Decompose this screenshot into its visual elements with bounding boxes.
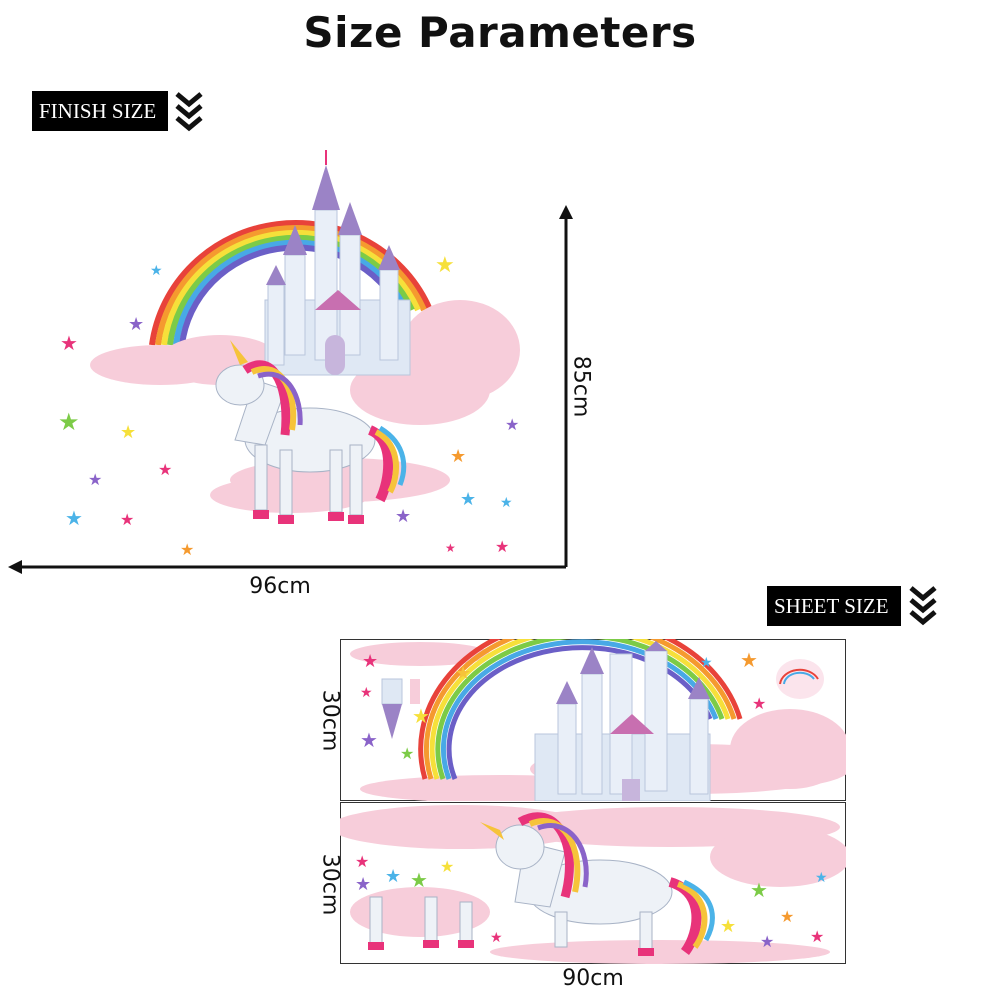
- svg-text:★: ★: [495, 537, 509, 556]
- svg-text:★: ★: [150, 263, 163, 279]
- finish-width-label: 96cm: [249, 574, 311, 599]
- svg-text:★: ★: [385, 866, 401, 887]
- svg-text:★: ★: [700, 655, 713, 671]
- svg-text:★: ★: [440, 857, 454, 876]
- svg-text:★: ★: [410, 868, 428, 892]
- page-title: Size Parameters: [303, 8, 697, 57]
- arrow-up-icon: [559, 205, 573, 219]
- svg-text:★: ★: [455, 663, 471, 684]
- svg-text:★: ★: [180, 540, 194, 559]
- svg-text:★: ★: [490, 930, 503, 946]
- sheet-size-tag: SHEET SIZE: [767, 586, 901, 626]
- sheet-2: ★ ★ ★ ★ ★ ★ ★ ★ ★ ★ ★ ★: [340, 802, 846, 964]
- sheet-1: ★ ★ ★ ★ ★ ★ ★ ★ ★: [340, 639, 846, 801]
- svg-text:★: ★: [395, 506, 411, 527]
- svg-text:★: ★: [752, 694, 766, 713]
- svg-text:★: ★: [412, 704, 430, 728]
- svg-text:★: ★: [60, 331, 78, 355]
- sheet-2-height-label: 30cm: [317, 853, 343, 916]
- svg-text:★: ★: [460, 489, 476, 510]
- svg-text:★: ★: [505, 415, 519, 434]
- svg-text:★: ★: [120, 510, 134, 529]
- svg-text:★: ★: [500, 495, 513, 511]
- finish-height-label: 85cm: [568, 355, 594, 418]
- svg-text:★: ★: [750, 878, 768, 902]
- arrow-left-icon: [8, 560, 22, 574]
- svg-text:★: ★: [360, 728, 378, 752]
- sheet-1-thumbnail: [776, 659, 824, 699]
- stars: ★ ★ ★ ★ ★ ★ ★ ★ ★ ★ ★ ★ ★ ★ ★ ★ ★ ★: [58, 253, 519, 559]
- svg-text:★: ★: [400, 744, 414, 763]
- svg-text:★: ★: [120, 422, 136, 443]
- finish-size-tag: FINISH SIZE: [32, 91, 168, 131]
- sheet-width-label: 90cm: [562, 966, 624, 991]
- svg-text:★: ★: [362, 651, 378, 672]
- chevron-down-icon: [909, 586, 937, 626]
- rainbow: [149, 220, 433, 346]
- sheet-1-height-label: 30cm: [317, 689, 343, 752]
- finish-size-illustration: ★ ★ ★ ★ ★ ★ ★ ★ ★ ★ ★ ★ ★ ★ ★ ★ ★ ★: [58, 150, 520, 559]
- svg-text:★: ★: [355, 852, 369, 871]
- svg-text:★: ★: [815, 870, 828, 886]
- svg-text:★: ★: [780, 907, 794, 926]
- svg-text:★: ★: [88, 470, 102, 489]
- svg-text:★: ★: [58, 408, 80, 436]
- svg-text:★: ★: [65, 506, 83, 530]
- svg-text:★: ★: [360, 685, 373, 701]
- svg-text:★: ★: [740, 648, 758, 672]
- svg-text:★: ★: [158, 460, 172, 479]
- svg-text:★: ★: [128, 314, 144, 335]
- svg-text:★: ★: [445, 541, 456, 555]
- svg-text:★: ★: [720, 916, 736, 937]
- finish-dimension-axes: [8, 205, 573, 574]
- svg-text:★: ★: [810, 927, 824, 946]
- svg-text:★: ★: [450, 446, 466, 467]
- svg-text:★: ★: [760, 932, 774, 951]
- unicorn: [215, 340, 407, 524]
- svg-text:★: ★: [355, 874, 371, 895]
- castle: [264, 150, 411, 376]
- svg-text:★: ★: [435, 253, 455, 278]
- chevron-down-icon: [175, 92, 203, 132]
